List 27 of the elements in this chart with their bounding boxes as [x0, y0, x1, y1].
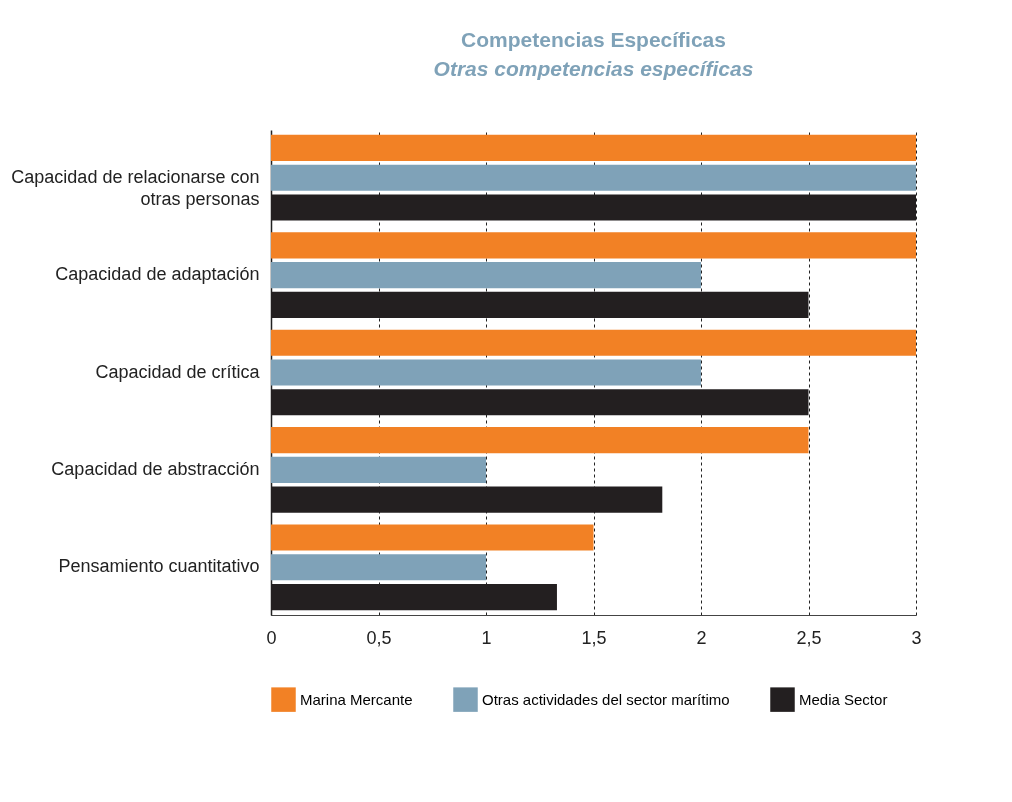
x-tick-label: 2,5 [796, 627, 822, 648]
x-tick-label: 1 [481, 627, 492, 648]
y-tick-label: Capacidad de adaptación [55, 264, 260, 285]
legend-label: Marina Mercante [300, 690, 413, 708]
chart-subtitle: Otras competencias específicas [433, 57, 754, 80]
x-tick-label: 2 [696, 627, 707, 648]
legend-label: Otras actividades del sector marítimo [482, 690, 730, 708]
x-tick-label: 0,5 [366, 627, 392, 648]
bar [271, 427, 809, 454]
x-tick-label: 1,5 [581, 627, 607, 648]
bar [271, 262, 701, 289]
legend-label: Media Sector [799, 690, 888, 708]
y-tick-label: Capacidad de relacionarse con otras personas [11, 166, 260, 209]
bar [271, 164, 916, 191]
y-tick-label: Capacidad de crítica [95, 361, 261, 382]
bar [271, 134, 916, 162]
bar [271, 524, 594, 551]
y-tick-label: Pensamiento cuantitativo [58, 556, 260, 577]
bar [271, 456, 486, 483]
bar [271, 554, 486, 581]
x-tick-label: 0 [266, 627, 277, 648]
bar [271, 329, 916, 356]
bar [271, 359, 701, 386]
bar [271, 232, 916, 259]
chart-title: Competencias Específicas [461, 28, 726, 51]
y-tick-label: Capacidad de abstracción [51, 458, 260, 479]
x-tick-label: 3 [911, 627, 922, 648]
